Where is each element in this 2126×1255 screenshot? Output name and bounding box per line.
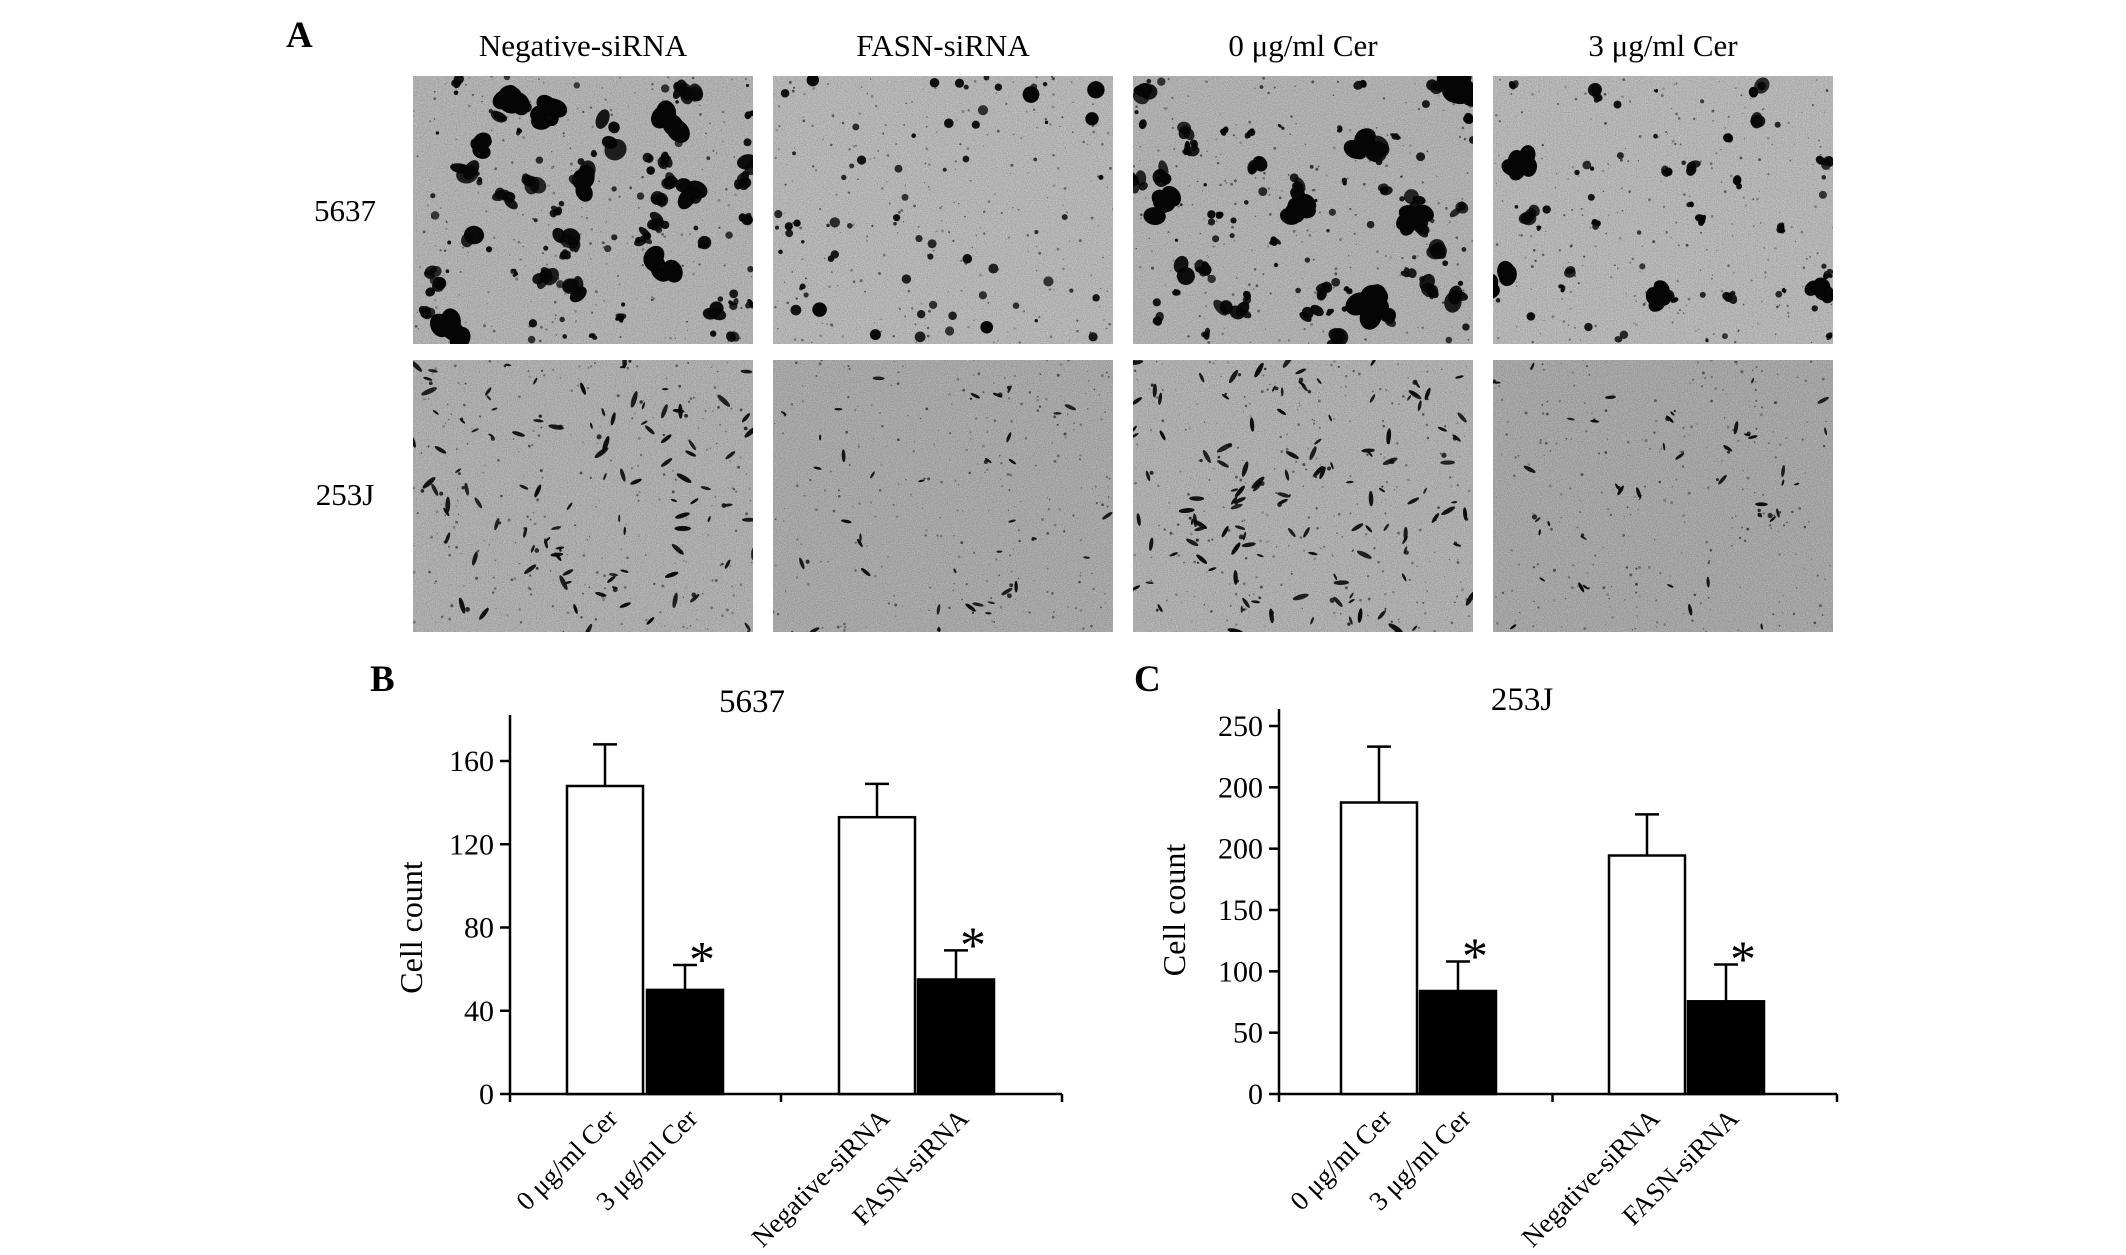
column-header-3-cer: 3 μg/ml Cer: [1588, 28, 1738, 63]
y-tick-label: 100: [1218, 955, 1263, 988]
y-tick-label: 160: [449, 745, 494, 778]
x-category-label: Negative-siRNA: [746, 1103, 896, 1253]
micrograph-image: [773, 76, 1113, 344]
micrograph-image: [413, 360, 753, 632]
bar: [565, 784, 645, 1096]
row-label-5637: 5637: [314, 193, 376, 228]
bar: [1607, 854, 1687, 1096]
significance-asterisk: *: [689, 932, 715, 989]
micrograph-image: [773, 360, 1113, 632]
significance-asterisk: *: [1462, 929, 1488, 986]
chart-title: 253J: [1491, 682, 1554, 718]
micrograph-253j-0-cer: [1133, 360, 1473, 632]
micrograph-5637-3-cer: [1493, 76, 1833, 344]
y-tick-label: 120: [449, 828, 494, 861]
bar: [837, 815, 917, 1096]
significance-asterisk: *: [960, 917, 986, 974]
y-tick-label: 0: [1248, 1078, 1263, 1111]
row-label-253j: 253J: [315, 477, 375, 512]
y-axis-label: Cell count: [393, 861, 429, 994]
panel-a-label: A: [286, 15, 313, 56]
micrograph-image: [413, 76, 753, 344]
bar: [916, 978, 996, 1096]
y-tick-label: 250: [1218, 710, 1263, 743]
micrograph-image: [1133, 76, 1473, 344]
chart-title: 5637: [719, 684, 785, 720]
y-tick-label: 200: [1218, 771, 1263, 804]
y-tick-label: 80: [464, 912, 494, 945]
bar: [1418, 989, 1498, 1096]
micrograph-image: [1133, 360, 1473, 632]
bar: [645, 988, 725, 1096]
column-header-negative-sirna: Negative-siRNA: [478, 28, 688, 63]
micrograph-image: [1493, 76, 1833, 344]
bar: [1686, 1000, 1766, 1096]
y-tick-label: 50: [1233, 1017, 1263, 1050]
y-tick-label: 200: [1218, 833, 1263, 866]
chart-253j: 253J Cell count 0 50 100 150 200 200 250 0 μg/ml …: [1140, 672, 1900, 1255]
micrograph-5637-negative-sirna: [413, 76, 753, 344]
micrograph-253j-fasn-sirna: [773, 360, 1113, 632]
column-header-0-cer: 0 μg/ml Cer: [1228, 28, 1378, 63]
micrograph-5637-fasn-sirna: [773, 76, 1113, 344]
micrograph-253j-negative-sirna: [413, 360, 753, 632]
micrograph-5637-0-cer: [1133, 76, 1473, 344]
y-axis-label: Cell count: [1156, 844, 1192, 977]
significance-asterisk: *: [1730, 932, 1756, 989]
panel-b-label: B: [370, 659, 395, 700]
y-tick-label: 150: [1218, 894, 1263, 927]
micrograph-image: [1493, 360, 1833, 632]
y-tick-label: 40: [464, 995, 494, 1028]
panel-c-label: C: [1134, 659, 1161, 700]
bar: [1339, 801, 1419, 1096]
column-header-fasn-sirna: FASN-siRNA: [856, 28, 1030, 63]
x-category-label: Negative-siRNA: [1516, 1103, 1666, 1253]
micrograph-253j-3-cer: [1493, 360, 1833, 632]
y-tick-label: 0: [479, 1078, 494, 1111]
chart-5637: 5637 Cell count 0 40 80 120 160 0 μg/ml Cer * 3 μ…: [380, 672, 1080, 1255]
